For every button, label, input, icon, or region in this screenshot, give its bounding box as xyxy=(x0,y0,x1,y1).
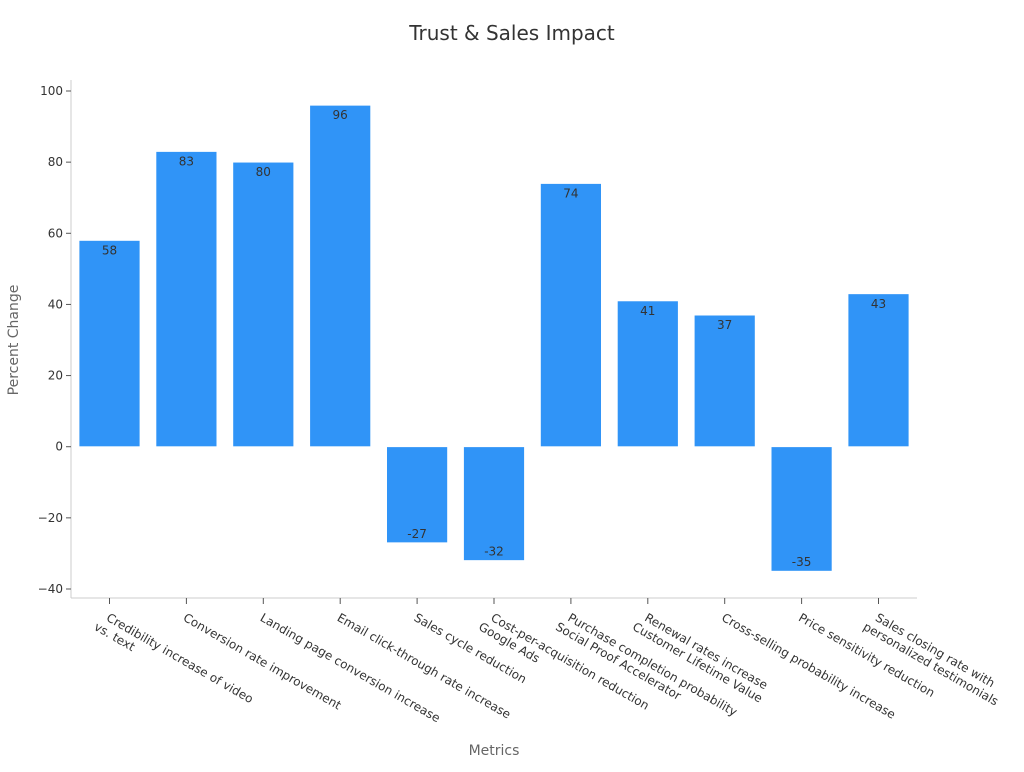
y-tick-label: 0 xyxy=(55,440,63,454)
x-tick-label-line: Conversion rate improvement xyxy=(181,610,344,712)
bar-value-label: 74 xyxy=(563,186,578,200)
bar-value-label: -32 xyxy=(484,545,504,559)
bar xyxy=(847,293,910,448)
bar-value-label: -27 xyxy=(407,527,427,541)
bar xyxy=(616,300,679,448)
value-labels-group: 58 83 80 96 -27 -32 74 41 37 -35 43 xyxy=(102,108,886,569)
x-tick-label-line: Sales closing rate with xyxy=(873,610,997,690)
bars-group xyxy=(78,104,910,572)
y-tick-label: 60 xyxy=(48,226,63,240)
bar xyxy=(386,446,449,544)
bar-value-label: 58 xyxy=(102,243,117,257)
bar-value-label: 41 xyxy=(640,304,655,318)
bar-value-label: -35 xyxy=(792,555,812,569)
y-tick-label: −20 xyxy=(38,511,63,525)
bar xyxy=(693,314,756,448)
bar xyxy=(232,161,295,448)
x-axis: Credibility increase of videovs. text Con… xyxy=(71,597,1001,725)
y-tick-label: 80 xyxy=(48,155,63,169)
bar-value-label: 83 xyxy=(179,154,194,168)
bar xyxy=(540,183,602,448)
x-tick-label-line: Credibility increase of video xyxy=(104,610,256,706)
chart-title: Trust & Sales Impact xyxy=(408,21,615,45)
bar xyxy=(78,239,141,448)
y-axis-title: Percent Change xyxy=(6,285,22,396)
bar-value-label: 37 xyxy=(717,318,732,332)
y-tick-label: 40 xyxy=(48,297,63,311)
bar xyxy=(463,446,525,561)
bar-value-label: 80 xyxy=(256,165,271,179)
x-axis-title: Metrics xyxy=(469,743,520,759)
y-tick-label: 20 xyxy=(48,369,63,383)
bar xyxy=(309,104,372,448)
bar xyxy=(770,446,833,572)
y-axis: −40 −20 0 20 40 60 80 100 xyxy=(38,80,72,598)
bar xyxy=(155,151,218,448)
x-tick-label: Conversion rate improvement xyxy=(181,610,344,712)
x-tick-label: Credibility increase of videovs. text xyxy=(92,607,256,718)
y-tick-label: 100 xyxy=(40,84,63,98)
bar-value-label: 96 xyxy=(333,108,348,122)
y-tick-label: −40 xyxy=(38,582,63,596)
bar-value-label: 43 xyxy=(871,297,886,311)
